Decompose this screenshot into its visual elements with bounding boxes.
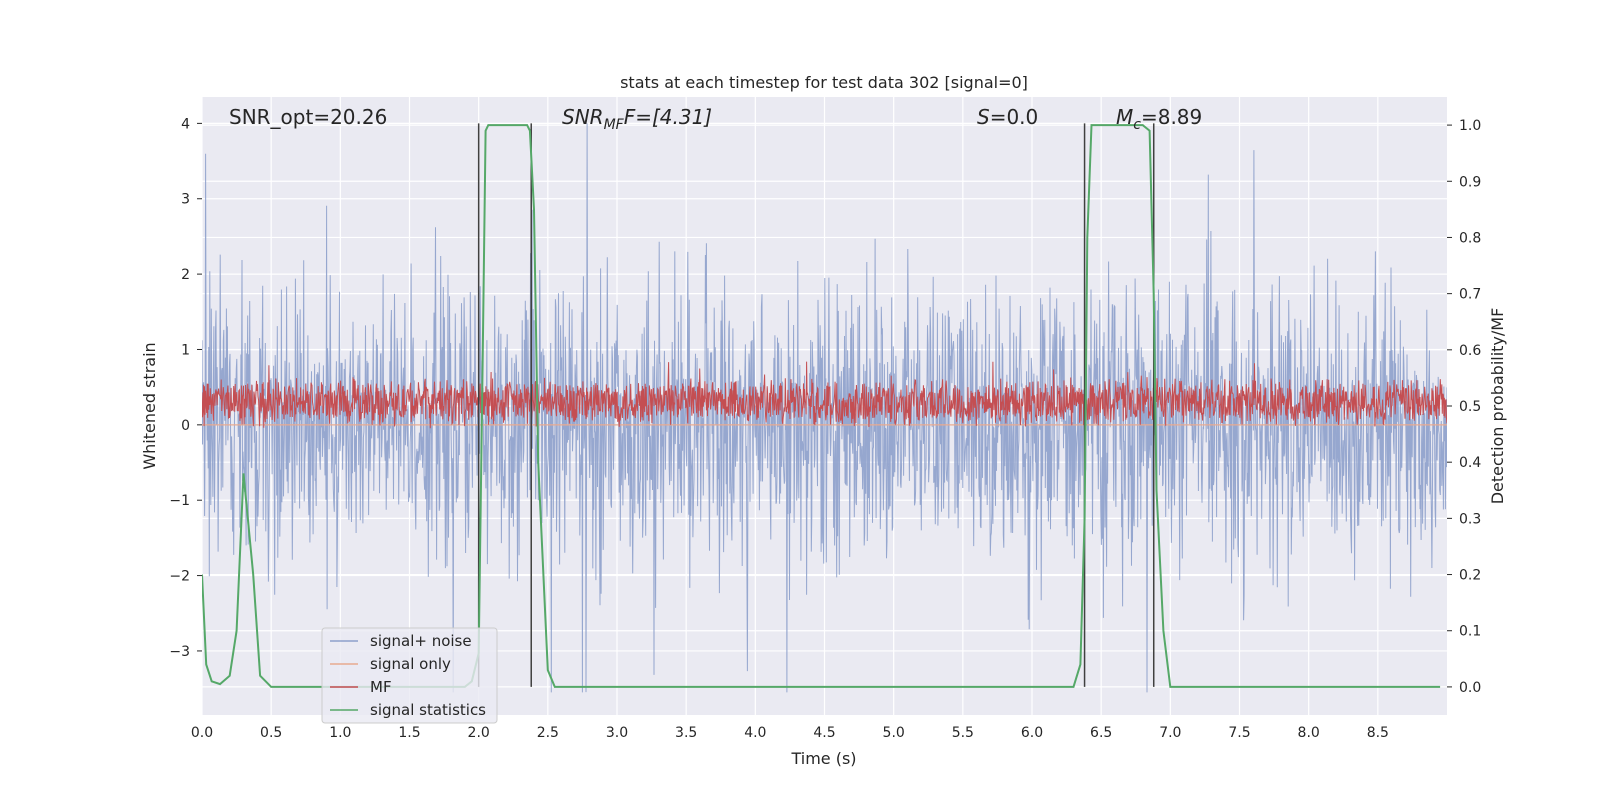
y-right-tick-label: 0.7 [1459,287,1481,303]
y-tick-label: 4 [181,116,190,132]
x-tick-label: 4.5 [813,725,835,741]
annotation-s-main: S [977,105,990,129]
annotation-s-value: =0.0 [990,105,1039,129]
x-tick-label: 3.5 [675,725,697,741]
annotation-s: S=0.0 [977,105,1038,129]
x-tick-label: 1.5 [398,725,420,741]
annotation-mc-sub: c [1133,117,1141,133]
y-right-tick-label: 0.2 [1459,568,1481,584]
legend-label-mf: MF [370,678,392,696]
legend-label-signal-only: signal only [370,655,451,673]
x-tick-label: 8.5 [1367,725,1389,741]
x-tick-label: 0.0 [191,725,213,741]
annotation-mc: Mc=8.89 [1116,105,1202,133]
x-tick-label: 1.0 [329,725,351,741]
y-right-tick-label: 0.0 [1459,680,1481,696]
y-axis-label: Whitened strain [140,342,159,469]
y-right-tick-label: 0.8 [1459,230,1481,246]
y-tick-label: −2 [169,569,190,585]
x-tick-labels: 0.0 0.5 1.0 1.5 2.0 2.5 3.0 3.5 4.0 4.5 5.0 5.5 6.0 6… [191,725,1389,741]
x-tick-label: 6.0 [1021,725,1043,741]
y-right-tick-label: 0.9 [1459,174,1481,190]
x-tick-label: 4.0 [744,725,766,741]
annotation-snr-mf-value: F=[4.31] [624,105,712,129]
y-right-tick-label: 0.4 [1459,455,1481,471]
y-right-tick-label: 0.5 [1459,399,1481,415]
x-tick-label: 5.5 [952,725,974,741]
x-tick-label: 0.5 [260,725,282,741]
x-tick-label: 3.0 [606,725,628,741]
y-tick-label: 3 [181,192,190,208]
chart-title: stats at each timestep for test data 302… [620,73,1028,92]
annotation-mc-value: =8.89 [1141,105,1202,129]
x-tick-label: 2.5 [537,725,559,741]
legend-box [321,627,498,724]
annotation-mc-main: M [1116,105,1133,129]
y-right-tick-label: 0.6 [1459,343,1481,359]
series-group [202,123,1447,693]
legend-label-signal-noise: signal+ noise [370,632,472,650]
x-tick-label: 2.0 [468,725,490,741]
y-right-tick-label: 0.1 [1459,624,1481,640]
x-tick-label: 7.5 [1228,725,1250,741]
y-tick-label: 2 [181,267,190,283]
x-tick-label: 5.0 [883,725,905,741]
series-signal-statistics [202,124,1441,688]
y-right-tick-label: 1.0 [1459,118,1481,134]
y-right-tick-label: 0.3 [1459,511,1481,527]
x-tick-label: 7.0 [1159,725,1181,741]
series-mf [202,361,1447,429]
y-tick-label: 1 [181,342,190,358]
annotation-snr-opt: SNR_opt=20.26 [229,105,387,129]
legend: signal+ noise signal only MF signal stat… [321,627,498,724]
y-right-axis-label: Detection probability/MF [1488,308,1507,505]
annotation-snr-mf-main: SNR [562,105,604,129]
y-tick-labels: 4 3 2 1 0 −1 −2 −3 [169,116,202,660]
annotation-snr-mf-sub: MF [604,117,625,133]
legend-label-signal-statistics: signal statistics [370,701,486,719]
x-tick-label: 8.0 [1298,725,1320,741]
y-tick-label: −1 [169,493,190,509]
y-tick-label: −3 [169,644,190,660]
annotation-snr-mf: SNRMFF=[4.31] [562,105,712,133]
x-tick-label: 6.5 [1090,725,1112,741]
y-right-tick-labels: 1.0 0.9 0.8 0.7 0.6 0.5 0.4 0.3 0.2 0.1 0.0 [1447,118,1481,696]
x-axis-label: Time (s) [790,749,856,768]
y-tick-label: 0 [181,418,190,434]
